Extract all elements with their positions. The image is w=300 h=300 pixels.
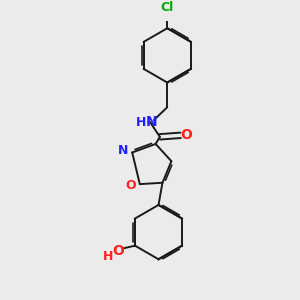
Text: H: H	[103, 250, 113, 263]
Text: Cl: Cl	[160, 1, 174, 13]
Text: N: N	[118, 143, 128, 157]
Text: O: O	[126, 178, 136, 192]
Text: O: O	[112, 244, 124, 258]
Text: H: H	[136, 116, 146, 128]
Text: N: N	[146, 115, 157, 129]
Text: O: O	[181, 128, 193, 142]
